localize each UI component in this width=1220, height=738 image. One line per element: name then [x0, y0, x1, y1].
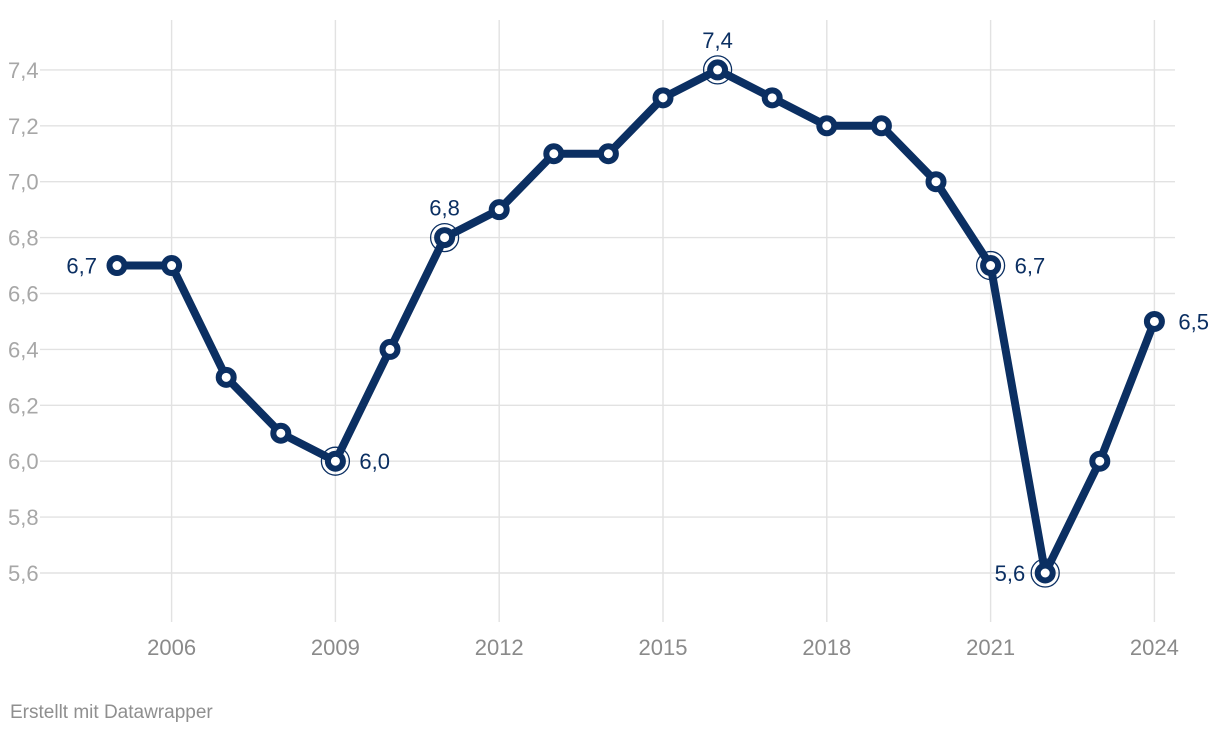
data-label: 6,0 [359, 449, 390, 474]
data-point [870, 115, 892, 137]
data-point [925, 171, 947, 193]
highlight-ring [429, 222, 460, 253]
data-point [761, 87, 783, 109]
x-tick-label: 2018 [802, 635, 851, 660]
y-tick-label: 6,2 [8, 393, 39, 418]
data-point [215, 366, 237, 388]
y-tick-label: 6,6 [8, 282, 39, 307]
y-tick-label: 5,6 [8, 561, 39, 586]
highlight-ring [702, 55, 733, 85]
series-line [113, 65, 1159, 577]
data-label: 7,4 [702, 28, 733, 53]
data-point [707, 59, 729, 81]
x-axis-ticks: 2006 2009 2012 2015 2018 2021 2024 [147, 635, 1179, 660]
x-tick-label: 2021 [966, 635, 1015, 660]
data-point [543, 143, 565, 165]
y-grid [40, 69, 1175, 574]
y-tick-label: 6,8 [8, 226, 39, 251]
data-point [816, 115, 838, 137]
y-tick-label: 6,4 [8, 337, 39, 362]
x-tick-label: 2009 [311, 635, 360, 660]
y-tick-label: 7,0 [8, 170, 39, 195]
data-point [652, 87, 674, 109]
data-label: 6,8 [429, 196, 460, 221]
x-tick-label: 2012 [475, 635, 524, 660]
data-point [1143, 310, 1165, 332]
credit-text: Erstellt mit Datawrapper [10, 702, 213, 723]
x-tick-label: 2006 [147, 635, 196, 660]
highlight-ring [1030, 558, 1060, 588]
data-point [106, 255, 128, 277]
data-point [379, 338, 401, 360]
data-point [488, 199, 510, 221]
data-point [980, 255, 1002, 277]
data-point [434, 227, 456, 249]
y-tick-label: 7,2 [8, 114, 39, 139]
y-tick-label: 5,8 [8, 505, 39, 530]
data-label: 6,5 [1178, 309, 1209, 334]
data-label: 5,6 [995, 561, 1026, 586]
series-group [106, 59, 1165, 584]
x-tick-label: 2015 [639, 635, 688, 660]
data-point [597, 143, 619, 165]
data-labels: 6,7 6,0 6,8 7,4 6,7 5,6 6,5 [66, 28, 1209, 588]
y-axis-ticks: 5,6 5,8 6,0 6,2 6,4 6,6 6,8 7,0 7,2 7,4 [8, 58, 39, 586]
data-label: 6,7 [66, 254, 97, 279]
data-point [270, 422, 292, 444]
x-tick-label: 2024 [1130, 635, 1179, 660]
data-point [324, 450, 346, 472]
data-label: 6,7 [1015, 254, 1046, 279]
x-grid [170, 20, 1156, 622]
y-tick-label: 7,4 [8, 58, 39, 83]
data-point [1034, 562, 1056, 584]
y-tick-label: 6,0 [8, 449, 39, 474]
data-point [161, 255, 183, 277]
highlight-ring [975, 250, 1006, 281]
highlight-ring [320, 446, 351, 476]
data-point [1089, 450, 1111, 472]
